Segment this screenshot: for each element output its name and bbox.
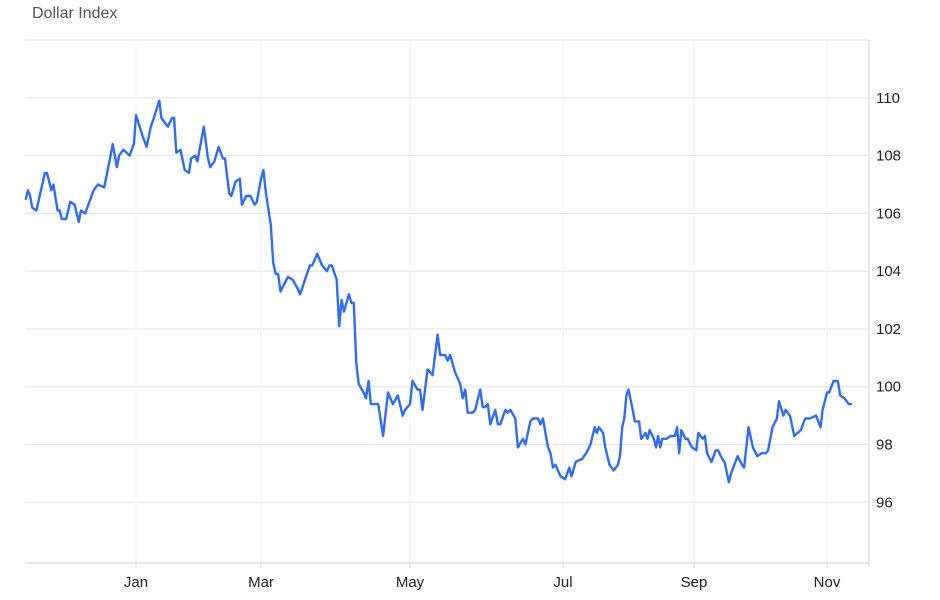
- y-tick-label: 102: [876, 321, 901, 338]
- chart-title: Dollar Index: [32, 5, 118, 22]
- y-tick-label: 98: [876, 437, 893, 454]
- y-tick-label: 106: [876, 205, 901, 222]
- y-tick-label: 96: [876, 494, 893, 511]
- axes: [25, 40, 870, 568]
- y-tick-label: 104: [876, 263, 901, 280]
- y-tick-label: 110: [876, 90, 900, 107]
- x-tick-label: Mar: [248, 574, 274, 591]
- y-tick-label: 100: [876, 379, 901, 396]
- tick-labels: 96 98 100 102 104 106 108 110 Jan Mar May Jul Sep Nov: [124, 90, 901, 591]
- x-tick-label: Nov: [814, 574, 841, 591]
- x-tick-label: Sep: [681, 574, 708, 591]
- x-tick-label: Jul: [553, 574, 572, 591]
- grid: [25, 39, 868, 563]
- series: [24, 99, 853, 484]
- x-tick-label: Jan: [124, 574, 148, 591]
- y-tick-label: 108: [876, 148, 901, 165]
- dollar-index-line: [24, 99, 853, 484]
- x-tick-label: May: [396, 574, 425, 591]
